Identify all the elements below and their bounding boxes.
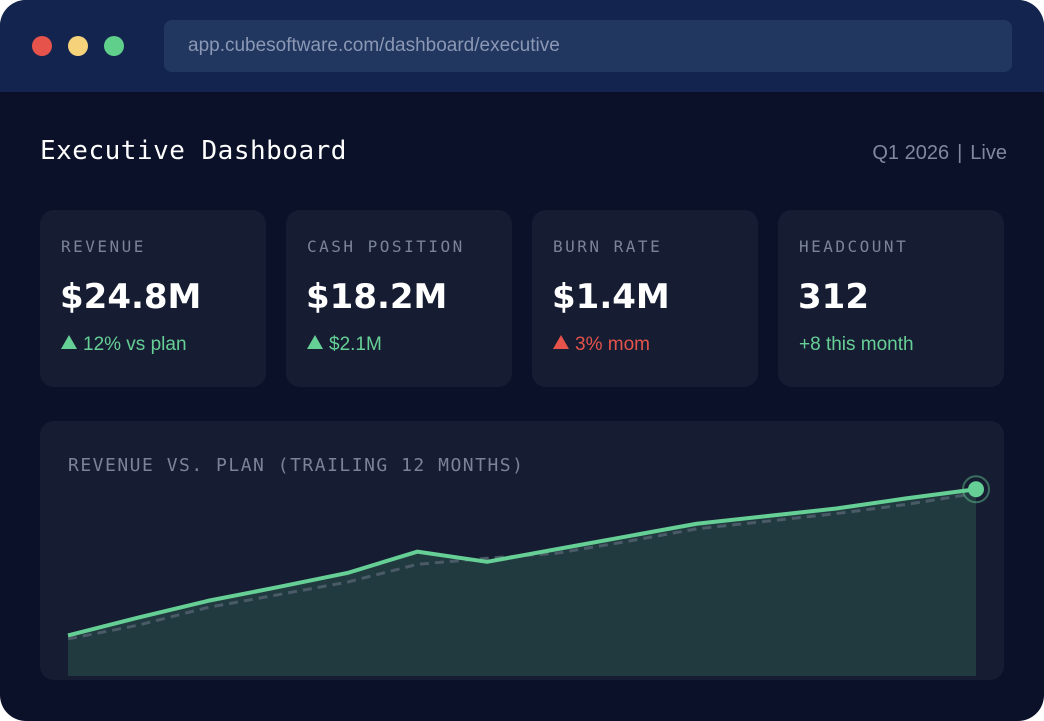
period-separator: | xyxy=(957,142,963,164)
address-bar[interactable]: app.cubesoftware.com/dashboard/executive xyxy=(164,20,1012,72)
kpi-delta: 12% vs plan xyxy=(61,334,187,356)
period-indicator: Q1 2026 | Live xyxy=(872,142,1007,165)
kpi-card-burn-rate[interactable]: BURN RATE $1.4M 3% mom xyxy=(532,210,758,387)
minimize-window-button[interactable] xyxy=(68,36,88,56)
browser-titlebar: app.cubesoftware.com/dashboard/executive xyxy=(0,0,1044,92)
kpi-value: $1.4M xyxy=(552,277,670,317)
kpi-value: $18.2M xyxy=(306,277,448,317)
revenue-vs-plan-chart xyxy=(67,475,990,676)
period-label: Q1 2026 xyxy=(872,142,950,164)
live-status: Live xyxy=(970,142,1007,164)
kpi-card-cash-position[interactable]: CASH POSITION $18.2M $2.1M xyxy=(286,210,512,387)
chart-title: REVENUE VS. PLAN (TRAILING 12 MONTHS) xyxy=(68,455,525,476)
latest-point-marker[interactable] xyxy=(968,481,984,498)
kpi-label: CASH POSITION xyxy=(307,237,465,256)
trend-up-warning-icon xyxy=(553,335,569,349)
kpi-label: REVENUE xyxy=(61,237,146,256)
revenue-chart-card: REVENUE VS. PLAN (TRAILING 12 MONTHS) xyxy=(40,421,1004,680)
kpi-delta: 3% mom xyxy=(553,334,650,356)
revenue-series-line xyxy=(67,487,977,638)
kpi-label: BURN RATE xyxy=(553,237,663,256)
kpi-card-headcount[interactable]: HEADCOUNT 312 +8 this month xyxy=(778,210,1004,387)
kpi-value: $24.8M xyxy=(60,277,202,317)
kpi-delta: +8 this month xyxy=(799,334,914,356)
kpi-delta-text: +8 this month xyxy=(799,334,914,355)
revenue-area-fill xyxy=(68,489,976,676)
close-window-button[interactable] xyxy=(32,36,52,56)
kpi-delta-text: 3% mom xyxy=(575,334,650,355)
kpi-delta-text: 12% vs plan xyxy=(83,334,187,355)
page-title: Executive Dashboard xyxy=(40,136,347,166)
kpi-delta: $2.1M xyxy=(307,334,382,356)
kpi-label: HEADCOUNT xyxy=(799,237,909,256)
latest-point-halo xyxy=(962,475,990,504)
trend-up-icon xyxy=(61,335,77,349)
kpi-delta-text: $2.1M xyxy=(329,334,382,355)
trend-up-icon xyxy=(307,335,323,349)
kpi-value: 312 xyxy=(798,277,869,317)
kpi-card-revenue[interactable]: REVENUE $24.8M 12% vs plan xyxy=(40,210,266,387)
plan-series-line xyxy=(67,491,977,641)
maximize-window-button[interactable] xyxy=(104,36,124,56)
